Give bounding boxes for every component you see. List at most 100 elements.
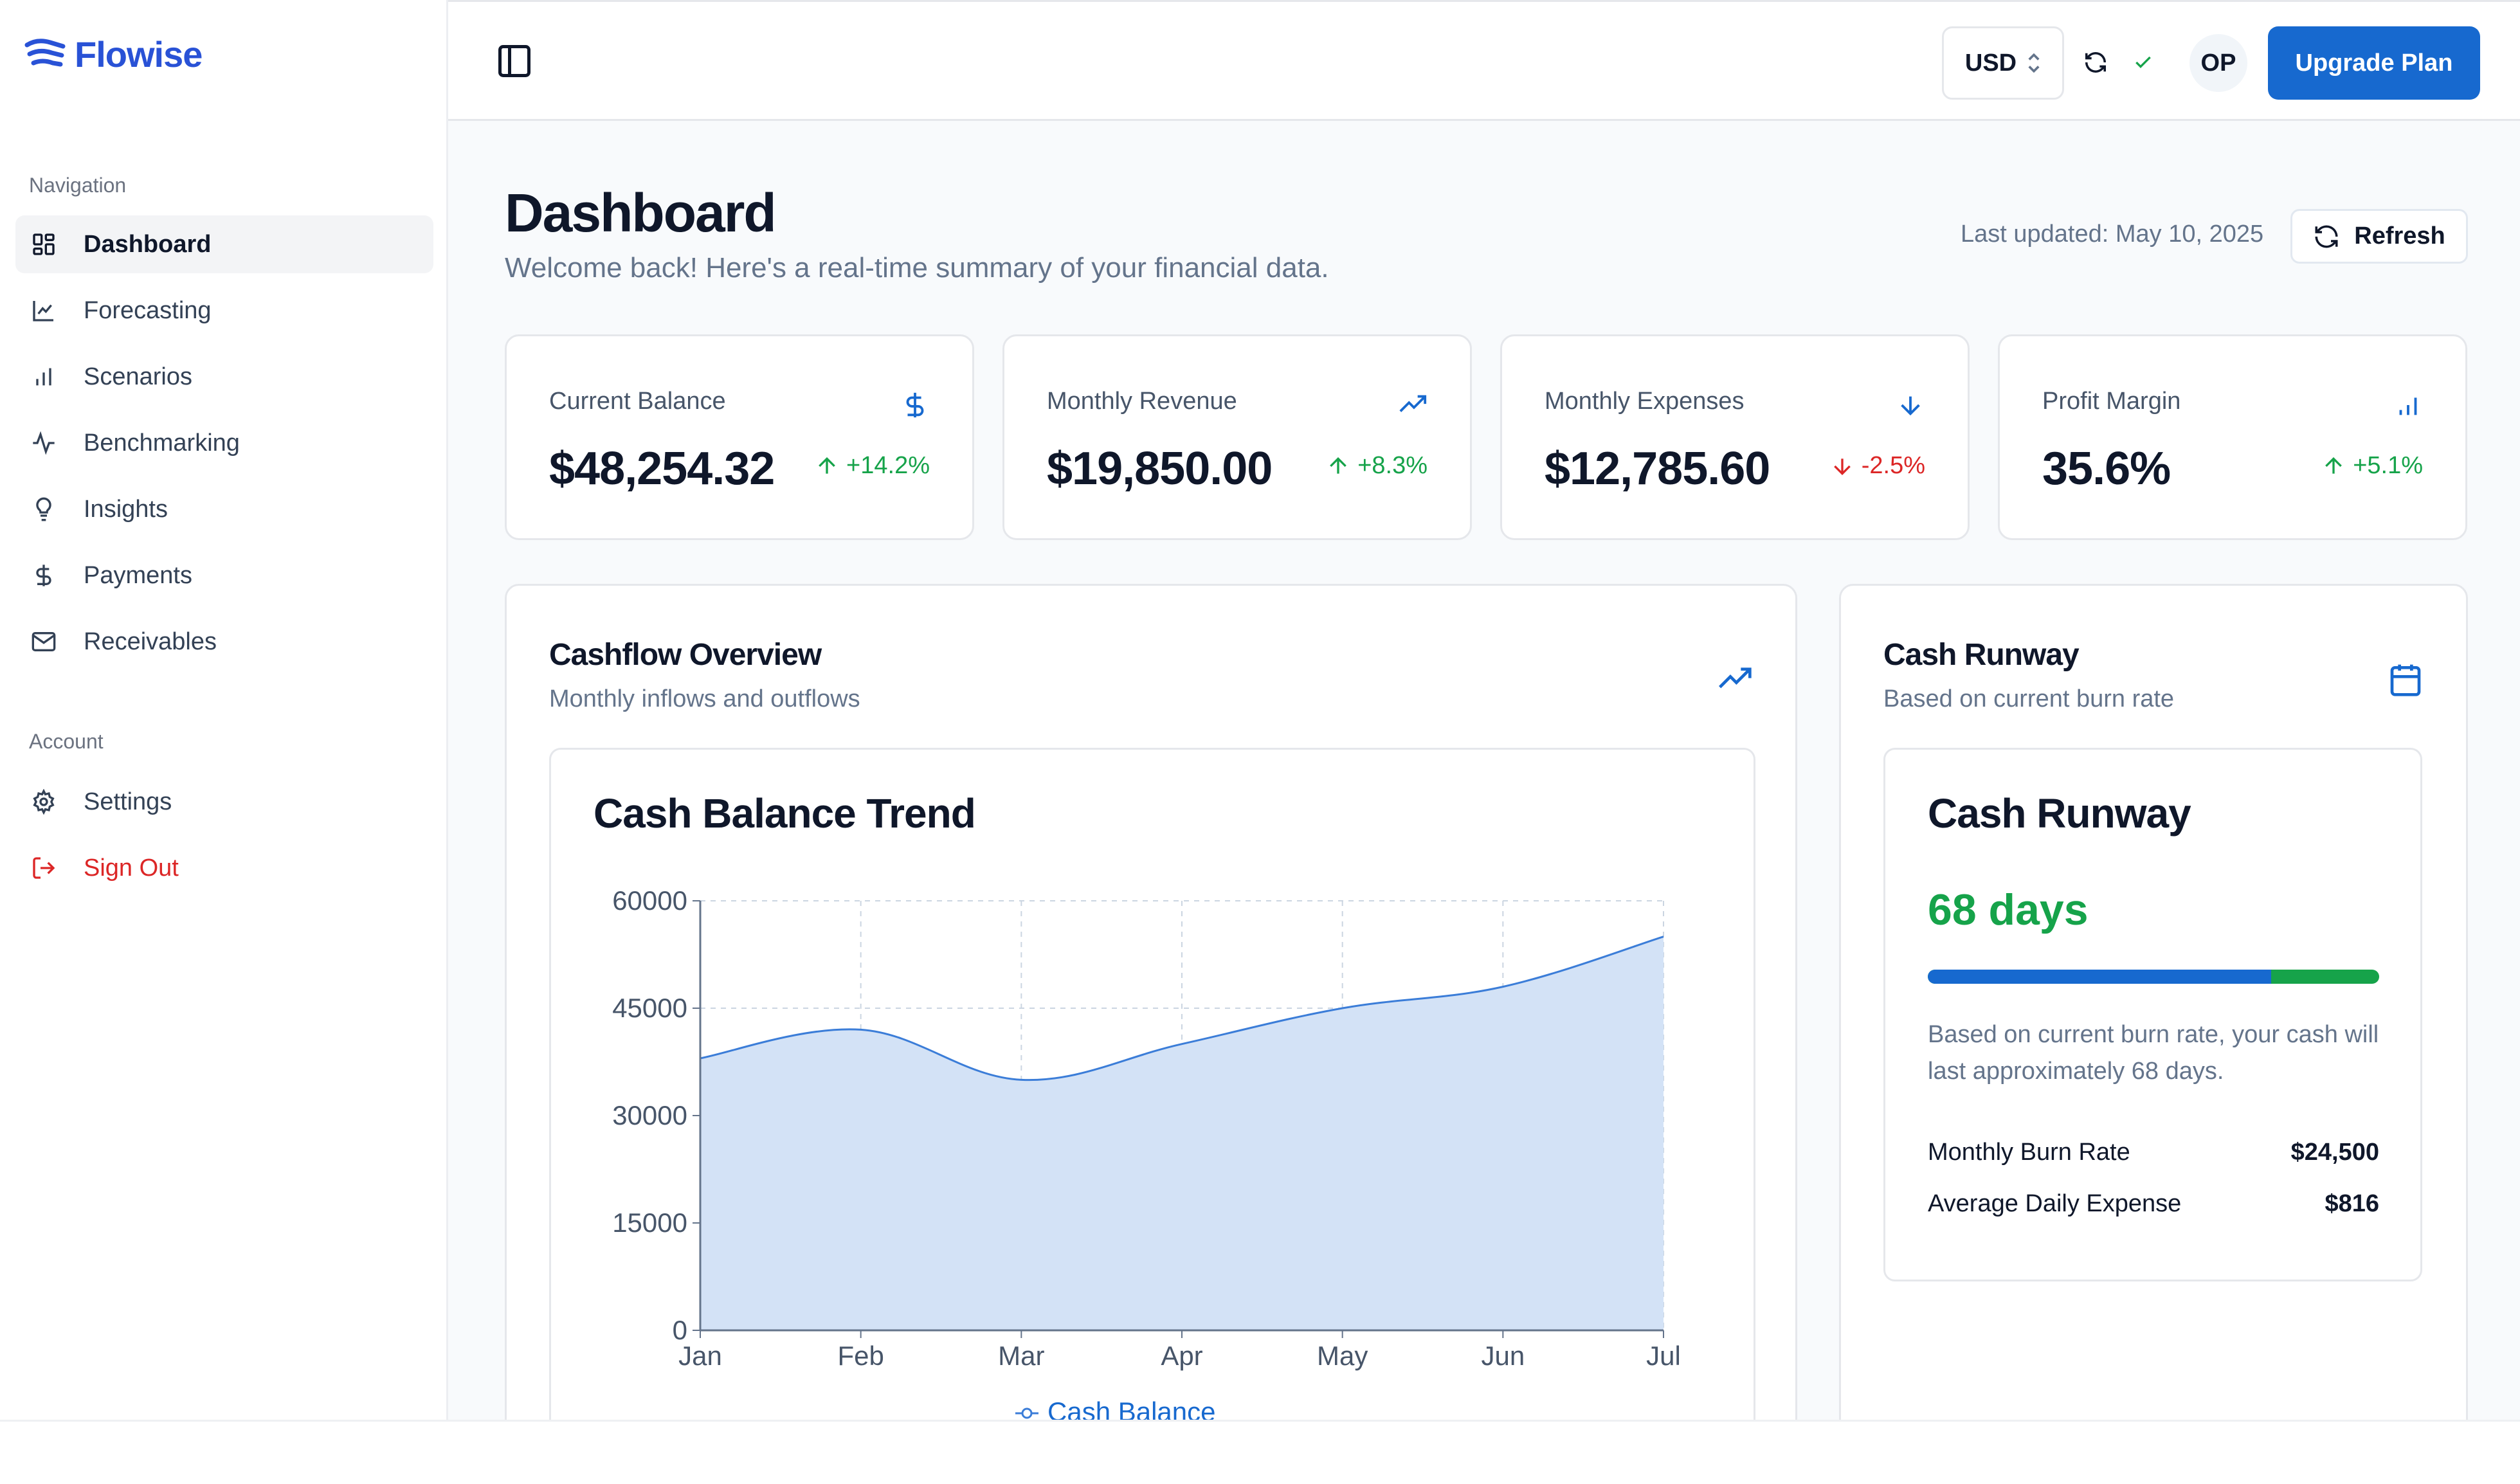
burn-rate-label: Monthly Burn Rate [1928,1139,2130,1166]
bottom-edge [0,1420,2520,1484]
sidebar-item-label: Sign Out [84,854,179,882]
stat-delta-value: +14.2% [846,452,930,479]
dollar-icon [906,392,924,418]
sidebar-item-settings[interactable]: Settings [15,773,433,831]
lightbulb-icon [30,495,58,523]
x-tick-label: Jun [1481,1341,1525,1371]
stat-value: $48,254.32 [549,443,775,494]
sign-out-icon [30,854,58,882]
bar-chart-icon [30,363,58,391]
cash-balance-line [700,936,1664,1081]
cash-balance-chart: 0 15000 30000 45000 60000 Jan Feb Mar Apr May Jun… [612,885,1681,1427]
arrow-down-icon [1833,458,1851,475]
x-tick-label: Mar [998,1341,1044,1371]
y-tick-label: 60000 [612,885,687,916]
currency-select[interactable]: USD [1942,26,2064,100]
x-tick-label: Jan [678,1341,722,1371]
sidebar-item-label: Settings [84,788,172,815]
stat-card-profit-margin: Profit Margin 35.6% +5.1% [1998,334,2467,540]
trending-up-icon [1719,667,1752,689]
stat-label: Current Balance [549,388,726,415]
bar-chart-icon [2399,397,2417,415]
runway-subtitle: Based on current burn rate [1883,685,2175,712]
runway-inner-title: Cash Runway [1928,790,2191,837]
cash-runway-panel: Cash Runway Based on current burn rate C… [1839,584,2468,1484]
x-tick-label: Feb [837,1341,884,1371]
brand-logo[interactable]: Flowise [24,33,203,75]
runway-card: Cash Runway 68 days Based on current bur… [1883,748,2422,1281]
sync-icon[interactable] [2083,50,2108,75]
cashflow-title: Cashflow Overview [549,638,822,672]
sidebar-item-forecasting[interactable]: Forecasting [15,282,433,339]
runway-progress-bar [1928,970,2379,984]
refresh-label: Refresh [2354,222,2445,249]
y-tick-label: 0 [673,1315,687,1345]
mail-icon [30,628,58,656]
upgrade-plan-button[interactable]: Upgrade Plan [2268,26,2480,100]
stat-delta: -2.5% [1829,452,1925,480]
daily-expense-row: Average Daily Expense $816 [1928,1190,2379,1218]
stat-delta: +8.3% [1325,452,1428,480]
burn-rate-row: Monthly Burn Rate $24,500 [1928,1139,2379,1166]
stat-label: Monthly Revenue [1047,388,1237,415]
sidebar: Flowise Navigation Dashboard Forecasting… [0,0,448,1421]
refresh-icon [2315,225,2338,248]
burn-rate-value: $24,500 [2290,1139,2379,1166]
sidebar-item-sign-out[interactable]: Sign Out [15,839,433,897]
dashboard-icon [30,230,58,258]
sidebar-item-label: Receivables [84,628,217,655]
stat-label: Monthly Expenses [1545,388,1745,415]
cash-balance-area [700,936,1663,1330]
account-section-label: Account [29,730,104,753]
daily-expense-label: Average Daily Expense [1928,1190,2182,1217]
stat-delta-value: -2.5% [1861,452,1925,479]
y-tick-label: 45000 [612,993,687,1023]
stat-label: Profit Margin [2042,388,2181,415]
page-title: Dashboard [505,183,777,243]
stat-card-current-balance: Current Balance $48,254.32 +14.2% [505,334,974,540]
line-chart-icon [30,296,58,325]
sidebar-item-label: Payments [84,561,192,589]
x-tick-label: Jul [1646,1341,1681,1371]
dollar-icon [30,561,58,590]
activity-icon [30,429,58,457]
main-content: USD OP Upgrade Plan Dashboard Welcome ba… [448,0,2520,1484]
sidebar-item-label: Insights [84,495,168,523]
runway-title: Cash Runway [1883,638,2080,672]
runway-days: 68 days [1928,885,2089,934]
check-icon [2135,56,2151,69]
x-tick-label: May [1317,1341,1368,1371]
trending-up-icon [1399,395,1427,412]
stat-delta-value: +8.3% [1357,452,1428,479]
sidebar-item-payments[interactable]: Payments [15,547,433,604]
x-tick-label: Apr [1161,1341,1202,1371]
arrow-up-icon [819,457,835,474]
runway-description: Based on current burn rate, your cash wi… [1928,1021,2379,1085]
stat-delta-value: +5.1% [2353,452,2423,479]
nav-section-label: Navigation [29,174,127,197]
sidebar-item-benchmarking[interactable]: Benchmarking [15,414,433,472]
calendar-icon [2390,664,2421,696]
refresh-button[interactable]: Refresh [2290,209,2468,264]
sidebar-item-label: Forecasting [84,296,212,324]
sidebar-item-receivables[interactable]: Receivables [15,613,433,671]
stat-value: $12,785.60 [1545,443,1770,494]
last-updated: Last updated: May 10, 2025 [1961,221,2264,248]
arrow-up-icon [1330,457,1347,474]
sidebar-item-dashboard[interactable]: Dashboard [15,215,433,273]
topbar: USD OP Upgrade Plan [448,0,2520,121]
cash-balance-chart-card: Cash Balance Trend 0 15000 30000 45000 60000… [549,748,1755,1484]
sidebar-item-label: Dashboard [84,230,212,258]
arrow-down-icon [1901,396,1920,416]
sidebar-item-label: Scenarios [84,363,192,390]
page-subtitle: Welcome back! Here's a real-time summary… [505,252,1329,284]
stat-delta: +5.1% [2321,452,2423,480]
sidebar-toggle-icon[interactable] [495,42,534,80]
avatar[interactable]: OP [2189,34,2247,92]
flowise-logo-icon [24,38,66,66]
arrow-up-icon [2325,457,2343,474]
currency-value: USD [1964,49,2017,77]
sidebar-item-insights[interactable]: Insights [15,480,433,538]
sidebar-item-scenarios[interactable]: Scenarios [15,348,433,406]
